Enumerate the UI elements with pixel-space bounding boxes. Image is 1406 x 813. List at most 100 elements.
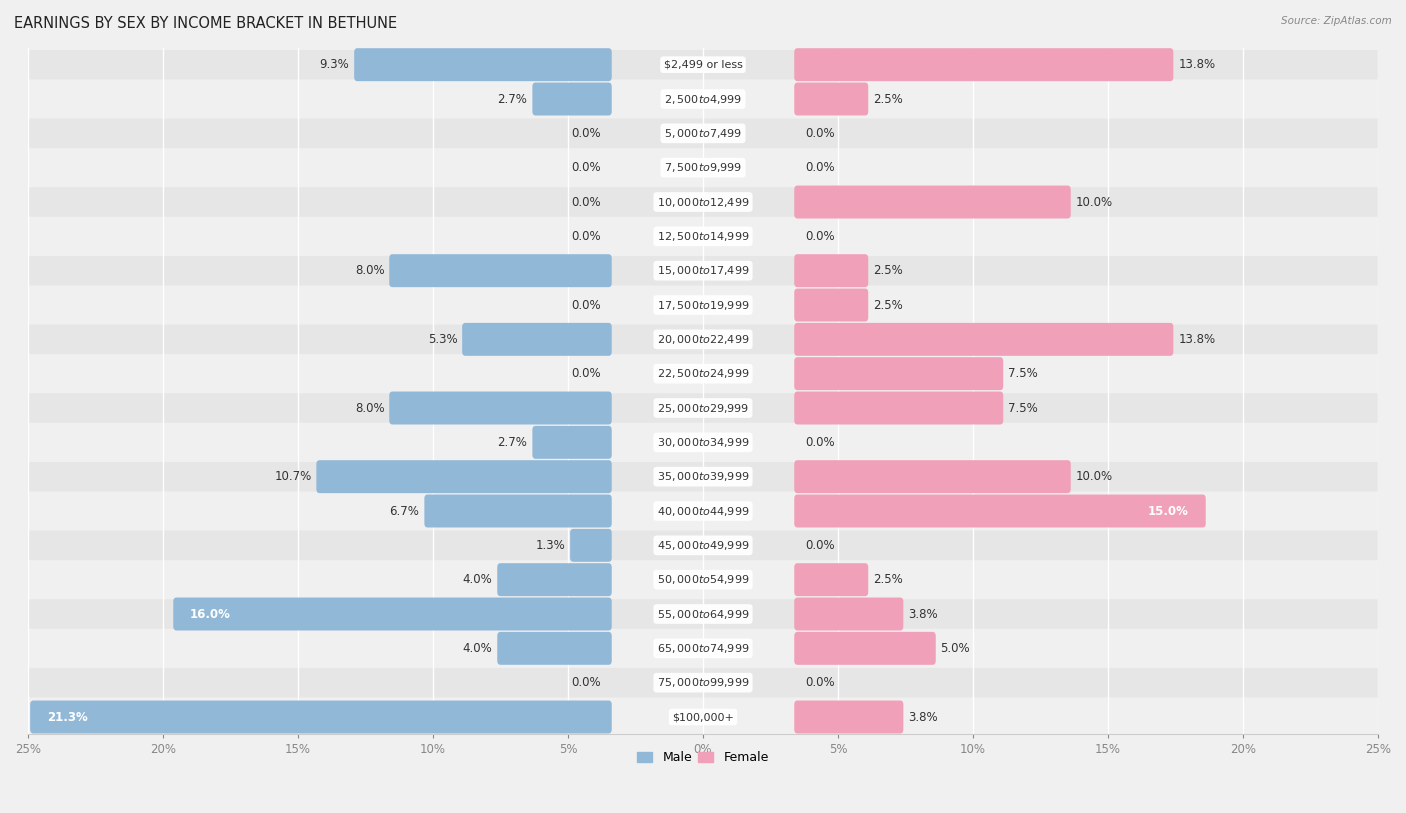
Text: $75,000 to $99,999: $75,000 to $99,999 (657, 676, 749, 689)
Text: 10.0%: 10.0% (1076, 195, 1112, 208)
Text: $45,000 to $49,999: $45,000 to $49,999 (657, 539, 749, 552)
FancyBboxPatch shape (28, 187, 1378, 217)
Text: 15.0%: 15.0% (1149, 505, 1189, 518)
Text: 13.8%: 13.8% (1178, 59, 1215, 72)
FancyBboxPatch shape (28, 668, 1378, 698)
FancyBboxPatch shape (533, 83, 612, 115)
Text: 0.0%: 0.0% (571, 367, 600, 380)
FancyBboxPatch shape (794, 48, 1174, 81)
Text: $30,000 to $34,999: $30,000 to $34,999 (657, 436, 749, 449)
Text: 2.5%: 2.5% (873, 93, 903, 106)
Text: $2,500 to $4,999: $2,500 to $4,999 (664, 93, 742, 106)
FancyBboxPatch shape (354, 48, 612, 81)
Text: 2.5%: 2.5% (873, 573, 903, 586)
FancyBboxPatch shape (28, 50, 1378, 80)
Text: 0.0%: 0.0% (571, 127, 600, 140)
Text: 0.0%: 0.0% (571, 298, 600, 311)
Text: 4.0%: 4.0% (463, 641, 492, 654)
Text: $35,000 to $39,999: $35,000 to $39,999 (657, 470, 749, 483)
FancyBboxPatch shape (28, 496, 1378, 526)
FancyBboxPatch shape (498, 632, 612, 665)
Legend: Male, Female: Male, Female (633, 746, 773, 769)
Text: $40,000 to $44,999: $40,000 to $44,999 (657, 505, 749, 518)
Text: 2.5%: 2.5% (873, 298, 903, 311)
FancyBboxPatch shape (794, 185, 1071, 219)
Text: $100,000+: $100,000+ (672, 712, 734, 722)
FancyBboxPatch shape (28, 393, 1378, 423)
FancyBboxPatch shape (794, 701, 903, 733)
Text: $2,499 or less: $2,499 or less (664, 59, 742, 70)
FancyBboxPatch shape (28, 702, 1378, 732)
Text: EARNINGS BY SEX BY INCOME BRACKET IN BETHUNE: EARNINGS BY SEX BY INCOME BRACKET IN BET… (14, 16, 396, 31)
Text: 5.0%: 5.0% (941, 641, 970, 654)
Text: $22,500 to $24,999: $22,500 to $24,999 (657, 367, 749, 380)
FancyBboxPatch shape (794, 357, 1004, 390)
FancyBboxPatch shape (389, 392, 612, 424)
Text: 16.0%: 16.0% (190, 607, 231, 620)
FancyBboxPatch shape (425, 494, 612, 528)
FancyBboxPatch shape (28, 119, 1378, 148)
Text: Source: ZipAtlas.com: Source: ZipAtlas.com (1281, 16, 1392, 26)
Text: $55,000 to $64,999: $55,000 to $64,999 (657, 607, 749, 620)
Text: 0.0%: 0.0% (571, 676, 600, 689)
Text: 8.0%: 8.0% (354, 264, 384, 277)
Text: 0.0%: 0.0% (806, 436, 835, 449)
FancyBboxPatch shape (28, 324, 1378, 354)
FancyBboxPatch shape (28, 428, 1378, 457)
Text: 9.3%: 9.3% (319, 59, 349, 72)
FancyBboxPatch shape (794, 392, 1004, 424)
FancyBboxPatch shape (498, 563, 612, 596)
Text: $25,000 to $29,999: $25,000 to $29,999 (657, 402, 749, 415)
Text: 3.8%: 3.8% (908, 607, 938, 620)
FancyBboxPatch shape (794, 460, 1071, 493)
Text: 0.0%: 0.0% (806, 127, 835, 140)
FancyBboxPatch shape (28, 222, 1378, 251)
FancyBboxPatch shape (794, 83, 869, 115)
Text: $5,000 to $7,499: $5,000 to $7,499 (664, 127, 742, 140)
Text: 2.5%: 2.5% (873, 264, 903, 277)
Text: 1.3%: 1.3% (536, 539, 565, 552)
Text: 0.0%: 0.0% (571, 161, 600, 174)
Text: 0.0%: 0.0% (806, 676, 835, 689)
FancyBboxPatch shape (28, 599, 1378, 628)
FancyBboxPatch shape (28, 531, 1378, 560)
FancyBboxPatch shape (794, 563, 869, 596)
Text: $12,500 to $14,999: $12,500 to $14,999 (657, 230, 749, 243)
Text: $7,500 to $9,999: $7,500 to $9,999 (664, 161, 742, 174)
FancyBboxPatch shape (28, 256, 1378, 285)
FancyBboxPatch shape (28, 633, 1378, 663)
Text: 8.0%: 8.0% (354, 402, 384, 415)
Text: 3.8%: 3.8% (908, 711, 938, 724)
FancyBboxPatch shape (794, 289, 869, 321)
Text: 6.7%: 6.7% (389, 505, 419, 518)
FancyBboxPatch shape (28, 290, 1378, 320)
Text: $15,000 to $17,499: $15,000 to $17,499 (657, 264, 749, 277)
Text: $50,000 to $54,999: $50,000 to $54,999 (657, 573, 749, 586)
Text: 10.0%: 10.0% (1076, 470, 1112, 483)
Text: 0.0%: 0.0% (806, 230, 835, 243)
FancyBboxPatch shape (463, 323, 612, 356)
FancyBboxPatch shape (316, 460, 612, 493)
Text: $17,500 to $19,999: $17,500 to $19,999 (657, 298, 749, 311)
FancyBboxPatch shape (28, 359, 1378, 389)
Text: 13.8%: 13.8% (1178, 333, 1215, 346)
Text: 2.7%: 2.7% (498, 93, 527, 106)
Text: 0.0%: 0.0% (571, 230, 600, 243)
Text: 4.0%: 4.0% (463, 573, 492, 586)
FancyBboxPatch shape (794, 323, 1174, 356)
FancyBboxPatch shape (794, 598, 903, 631)
Text: 0.0%: 0.0% (571, 195, 600, 208)
FancyBboxPatch shape (571, 529, 612, 562)
Text: 0.0%: 0.0% (806, 539, 835, 552)
FancyBboxPatch shape (173, 598, 612, 631)
FancyBboxPatch shape (794, 632, 936, 665)
FancyBboxPatch shape (28, 153, 1378, 182)
Text: $10,000 to $12,499: $10,000 to $12,499 (657, 195, 749, 208)
FancyBboxPatch shape (28, 85, 1378, 114)
FancyBboxPatch shape (389, 254, 612, 287)
Text: 0.0%: 0.0% (806, 161, 835, 174)
Text: 21.3%: 21.3% (46, 711, 87, 724)
Text: 7.5%: 7.5% (1008, 367, 1038, 380)
FancyBboxPatch shape (28, 565, 1378, 594)
FancyBboxPatch shape (28, 462, 1378, 491)
